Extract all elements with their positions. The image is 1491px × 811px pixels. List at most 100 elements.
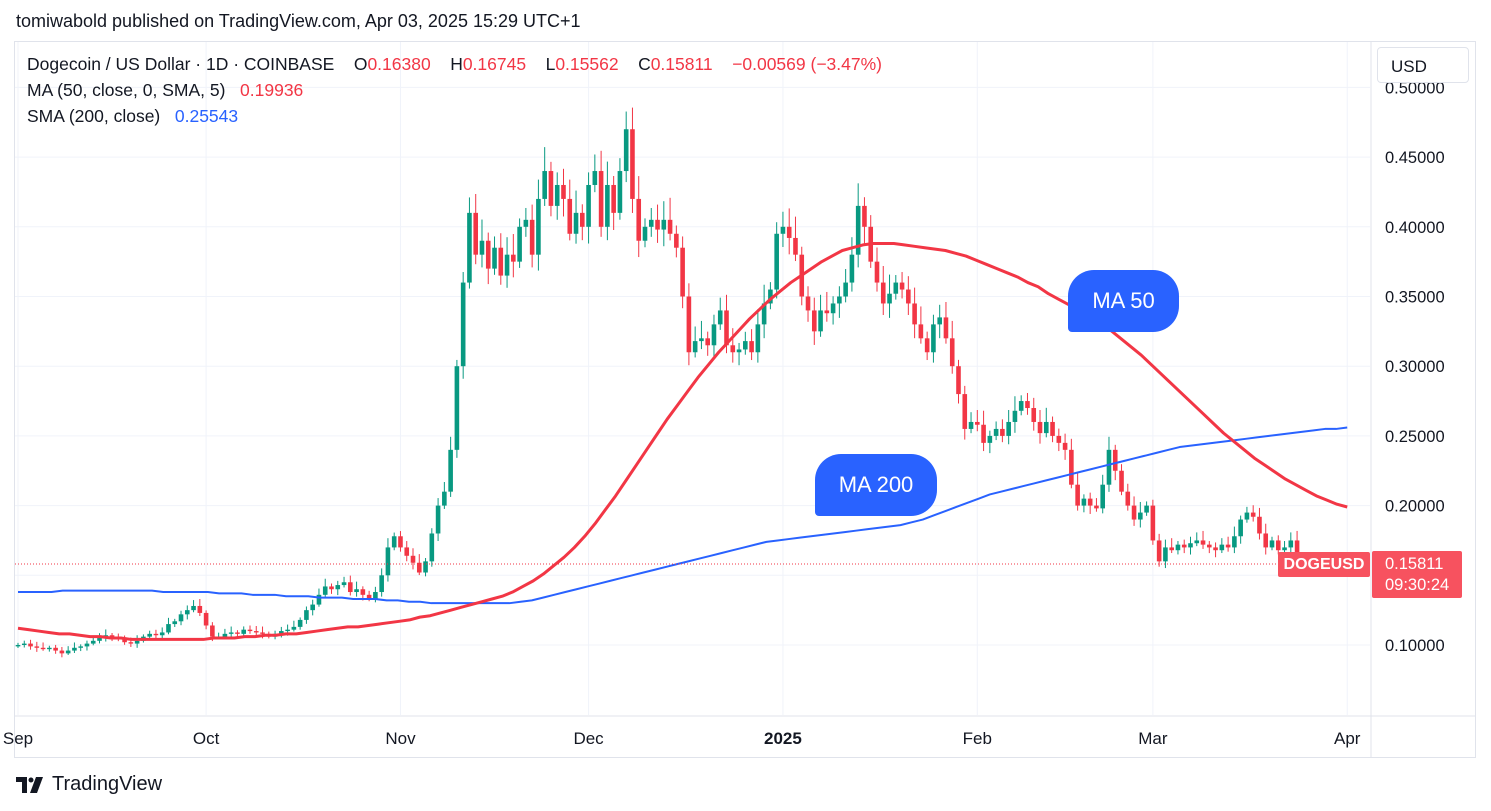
candle-body <box>648 219 654 227</box>
candle-body <box>805 296 811 311</box>
candle-body <box>373 592 378 599</box>
candle-body <box>1194 540 1200 544</box>
candle-body <box>322 586 328 595</box>
candle-body <box>348 582 353 593</box>
candle-body <box>435 505 441 534</box>
candle-body <box>1125 491 1131 506</box>
x-tick-label: Dec <box>573 729 604 748</box>
candle-body <box>598 171 604 227</box>
y-tick-label: 0.10000 <box>1385 637 1445 655</box>
candle-body <box>21 643 27 645</box>
tradingview-brand[interactable]: TradingView <box>16 773 162 796</box>
candle-body <box>166 624 171 633</box>
candle-body <box>122 639 127 643</box>
x-tick-label: Nov <box>385 729 416 748</box>
x-tick-label: Feb <box>963 729 992 748</box>
candle-body <box>1106 449 1112 485</box>
candle-body <box>34 646 40 648</box>
candle-body <box>1018 401 1024 411</box>
candle-body <box>1119 470 1124 492</box>
candle-body <box>630 129 635 199</box>
candle-body <box>1175 544 1181 551</box>
candle-body <box>536 198 541 255</box>
candle-body <box>843 282 848 297</box>
candle-body <box>880 282 886 304</box>
candle-body <box>855 205 861 255</box>
candle-body <box>178 614 184 622</box>
candle-body <box>310 604 315 611</box>
y-tick-label: 0.45000 <box>1385 149 1445 167</box>
candle-body <box>498 247 504 276</box>
legend-sma200[interactable]: SMA (200, close) 0.25543 <box>27 106 238 127</box>
candle-body <box>542 171 547 199</box>
candle-body <box>724 310 729 346</box>
candle-body <box>454 366 460 450</box>
candle-body <box>1000 428 1005 436</box>
y-tick-label: 0.35000 <box>1385 289 1445 307</box>
candle-body <box>1181 544 1187 548</box>
currency-selector[interactable]: USD <box>1377 47 1469 83</box>
candle-body <box>743 341 748 350</box>
low-label: L <box>545 54 556 74</box>
candle-body <box>893 282 899 294</box>
candle-body <box>479 240 485 255</box>
candle-body <box>391 536 397 548</box>
x-tick-label: Sep <box>3 729 33 748</box>
candle-body <box>423 561 428 573</box>
candle-body <box>686 296 692 353</box>
candle-body <box>1056 435 1062 443</box>
candle-body <box>937 317 942 325</box>
candle-body <box>1244 512 1250 520</box>
candle-body <box>924 338 930 353</box>
x-tick-label: Apr <box>1334 729 1361 748</box>
candle-body <box>786 226 792 238</box>
candle-body <box>956 366 961 395</box>
candle-body <box>830 303 836 314</box>
candle-body <box>517 226 522 262</box>
candle-body <box>1275 540 1281 551</box>
open-label: O <box>353 54 368 74</box>
candle-body <box>824 310 830 314</box>
candle-body <box>1144 505 1149 513</box>
last-price: 0.15811 <box>1385 555 1444 573</box>
candle-body <box>1025 401 1030 409</box>
candle-body <box>849 254 855 283</box>
candle-body <box>981 424 986 443</box>
ma200-annotation[interactable]: MA 200 <box>815 454 937 516</box>
candle-body <box>197 605 203 613</box>
candle-body <box>774 233 779 290</box>
candle-body <box>567 198 573 234</box>
x-tick-label: Mar <box>1138 729 1168 748</box>
sma200-label: SMA (200, close) <box>27 106 161 126</box>
candle-body <box>1288 540 1294 548</box>
x-tick-label: Oct <box>193 729 220 748</box>
candle-body <box>793 237 798 255</box>
candle-body <box>147 633 152 637</box>
chart-frame[interactable] <box>14 41 1476 758</box>
candle-body <box>253 631 259 633</box>
symbol-title[interactable]: Dogecoin / US Dollar · 1D · COINBASE <box>27 54 335 74</box>
ma50-annotation[interactable]: MA 50 <box>1068 270 1179 332</box>
candle-body <box>1087 498 1093 506</box>
candle-body <box>485 240 491 269</box>
ma50-line <box>17 242 1348 641</box>
candle-body <box>943 317 949 339</box>
candle-body <box>1037 421 1043 434</box>
candle-body <box>1050 421 1055 436</box>
candle-body <box>1225 544 1231 548</box>
legend-ma50[interactable]: MA (50, close, 0, SMA, 5) 0.19936 <box>27 80 303 101</box>
candle-body <box>736 349 742 353</box>
open-value: 0.16380 <box>367 54 431 74</box>
candle-body <box>837 296 842 304</box>
candle-body <box>993 428 999 436</box>
candle-body <box>429 533 435 562</box>
candle-body <box>1219 544 1225 551</box>
legend-ohlc: Dogecoin / US Dollar · 1D · COINBASE O0.… <box>27 54 882 75</box>
symbol-price-tag: DOGEUSD <box>1278 552 1370 577</box>
candle-body <box>128 642 134 644</box>
candle-body <box>592 171 598 185</box>
candle-body <box>241 629 247 634</box>
y-tick-label: 0.25000 <box>1385 428 1445 446</box>
candle-body <box>862 205 867 227</box>
